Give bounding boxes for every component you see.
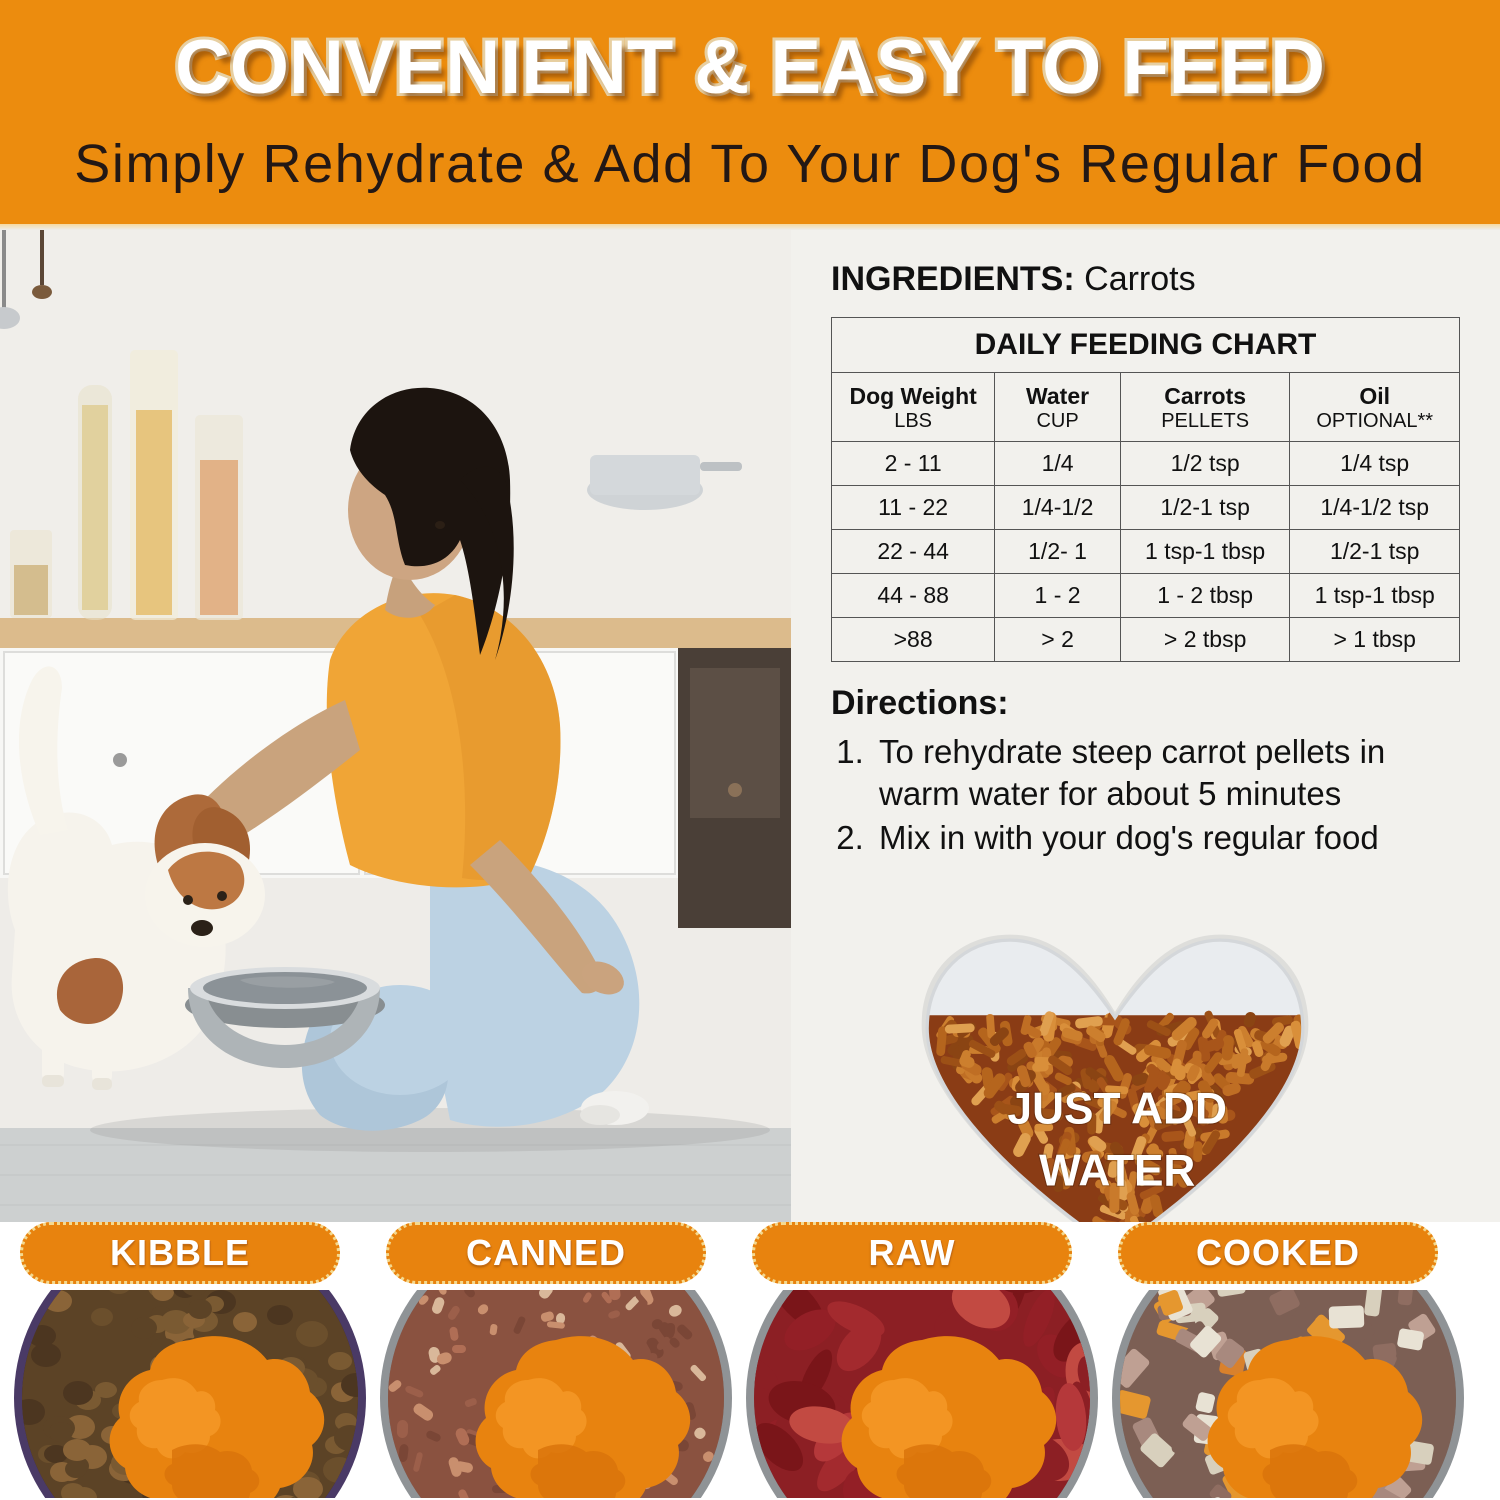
svg-text:JUST ADD: JUST ADD	[1008, 1085, 1227, 1134]
svg-text:WATER: WATER	[1039, 1146, 1195, 1195]
